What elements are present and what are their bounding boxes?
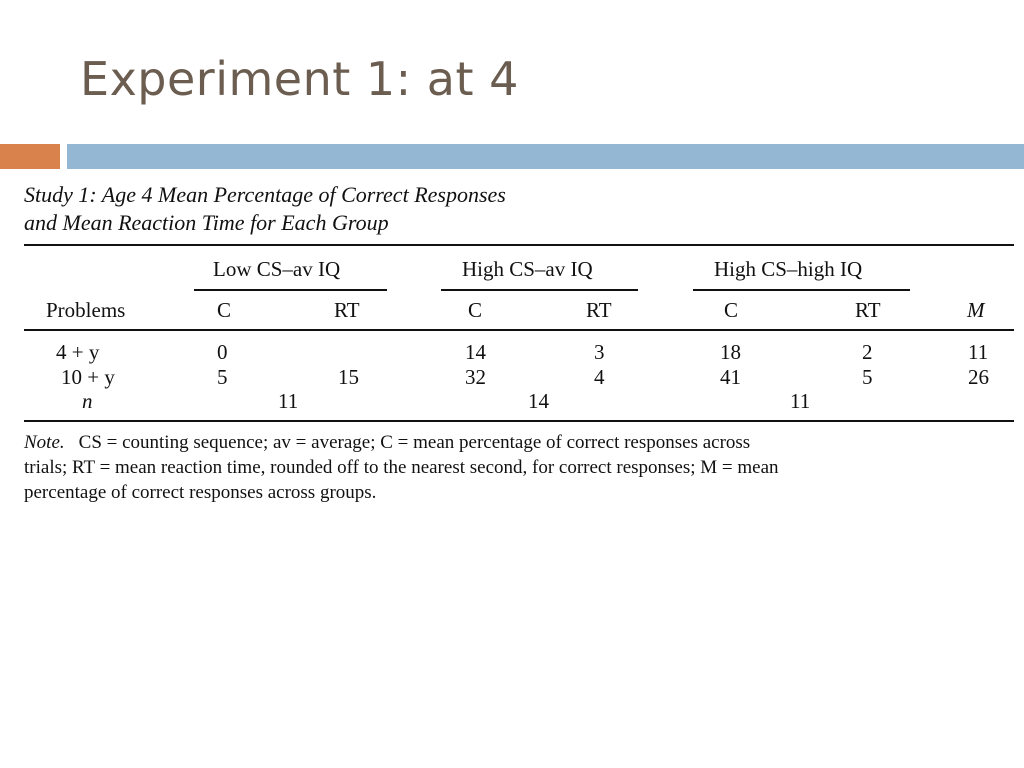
accent-bar-orange xyxy=(0,144,60,169)
note-line-2: trials; RT = mean reaction time, rounded… xyxy=(24,457,779,478)
group-header-high-cs-av-iq: High CS–av IQ xyxy=(462,257,593,281)
slide-title: Experiment 1: at 4 xyxy=(80,52,519,106)
group-rule-1 xyxy=(194,289,387,291)
row-2-rt-3: 5 xyxy=(862,365,873,389)
row-1-m: 11 xyxy=(968,340,989,364)
row-1-rt-2: 3 xyxy=(594,340,605,364)
col-header-rt-2: RT xyxy=(586,298,612,322)
group-rule-3 xyxy=(693,289,910,291)
note-line-3: percentage of correct responses across g… xyxy=(24,482,377,503)
note-line-1-text: CS = counting sequence; av = average; C … xyxy=(78,432,751,453)
col-header-c-1: C xyxy=(217,298,232,322)
accent-bar-blue xyxy=(67,144,1024,169)
row-1-problem: 4 + y xyxy=(56,340,100,364)
table-header-rule xyxy=(24,329,1014,331)
col-header-m: M xyxy=(967,298,985,322)
col-header-c-3: C xyxy=(724,298,739,322)
row-1-c-2: 14 xyxy=(465,340,486,364)
table-note: Note. CS = counting sequence; av = averag… xyxy=(24,430,1016,505)
table-caption: Study 1: Age 4 Mean Percentage of Correc… xyxy=(24,181,506,237)
group-header-low-cs-av-iq: Low CS–av IQ xyxy=(213,257,341,281)
row-2-rt-1: 15 xyxy=(338,365,359,389)
n-row-group-2: 14 xyxy=(528,389,549,413)
row-2-c-3: 41 xyxy=(720,365,741,389)
col-header-c-2: C xyxy=(468,298,483,322)
note-line-1: Note. CS = counting sequence; av = averag… xyxy=(24,430,1016,455)
row-1-c-1: 0 xyxy=(217,340,228,364)
row-2-problem: 10 + y xyxy=(61,365,115,389)
group-header-high-cs-high-iq: High CS–high IQ xyxy=(714,257,863,281)
row-1-c-3: 18 xyxy=(720,340,741,364)
row-2-rt-2: 4 xyxy=(594,365,605,389)
row-2-m: 26 xyxy=(968,365,989,389)
note-label: Note. xyxy=(24,432,65,453)
table-top-rule xyxy=(24,244,1014,246)
row-2-c-1: 5 xyxy=(217,365,228,389)
row-1-rt-3: 2 xyxy=(862,340,873,364)
caption-line-1: Study 1: Age 4 Mean Percentage of Correc… xyxy=(24,182,506,207)
row-2-c-2: 32 xyxy=(465,365,486,389)
n-row-group-1: 11 xyxy=(278,389,299,413)
table-bottom-rule xyxy=(24,420,1014,422)
n-row-label: n xyxy=(82,389,93,413)
n-row-group-3: 11 xyxy=(790,389,811,413)
col-header-problems: Problems xyxy=(46,298,126,322)
group-rule-2 xyxy=(441,289,638,291)
col-header-rt-3: RT xyxy=(855,298,881,322)
caption-line-2: and Mean Reaction Time for Each Group xyxy=(24,210,389,235)
col-header-rt-1: RT xyxy=(334,298,360,322)
